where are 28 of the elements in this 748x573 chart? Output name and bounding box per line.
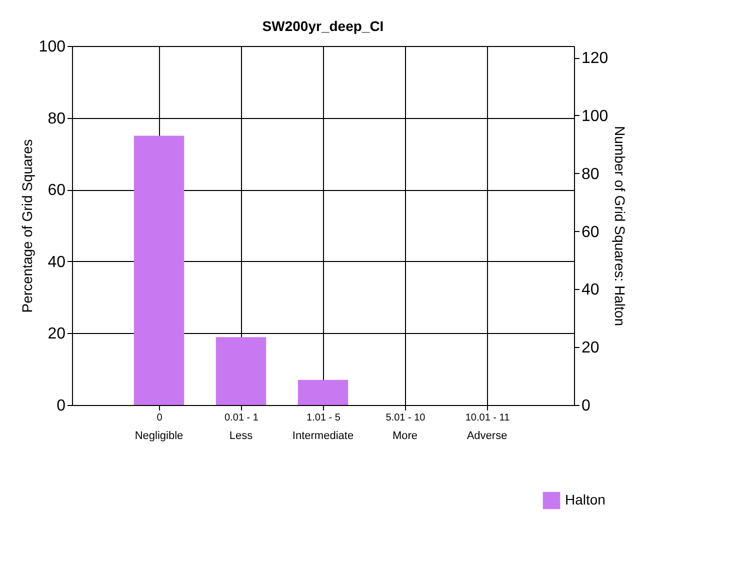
text: More [392,430,418,442]
text: Intermediate [292,430,354,442]
y-tick-label: 100 [38,38,66,56]
bar [216,337,266,405]
chart-title: SW200yr_deep_CI [262,18,384,34]
x-tick-label: 0 [156,412,163,424]
bar [298,380,348,405]
y2-axis-title: Number of Grid Squares: Halton [612,126,628,326]
legend-label: Halton [565,492,606,508]
y2-tick-label: 100 [582,108,608,125]
y-tick-label: 60 [48,182,66,200]
y2-tick-label: 80 [582,166,600,183]
y2-tick-label: 120 [582,50,608,68]
x-tick-label: 10.01 - 11 [465,412,510,424]
x-tick-label: 1.01 - 5 [306,412,341,424]
text: Adverse [466,430,508,442]
x-tick-label: 0.01 - 1 [224,412,259,424]
y2-tick-label: 60 [582,224,600,241]
y2-tick-label: 40 [582,282,600,299]
text: Negligible [134,430,184,442]
y-tick-label: 80 [48,110,66,128]
bar [134,136,184,405]
y2-tick-label: 20 [582,340,600,357]
x-tick-label: 5.01 - 10 [386,412,426,424]
y-axis-title: Percentage of Grid Squares [18,139,35,313]
y-tick-label: 40 [48,254,66,271]
y-tick-label: 20 [48,326,66,343]
text: Less [229,430,254,442]
